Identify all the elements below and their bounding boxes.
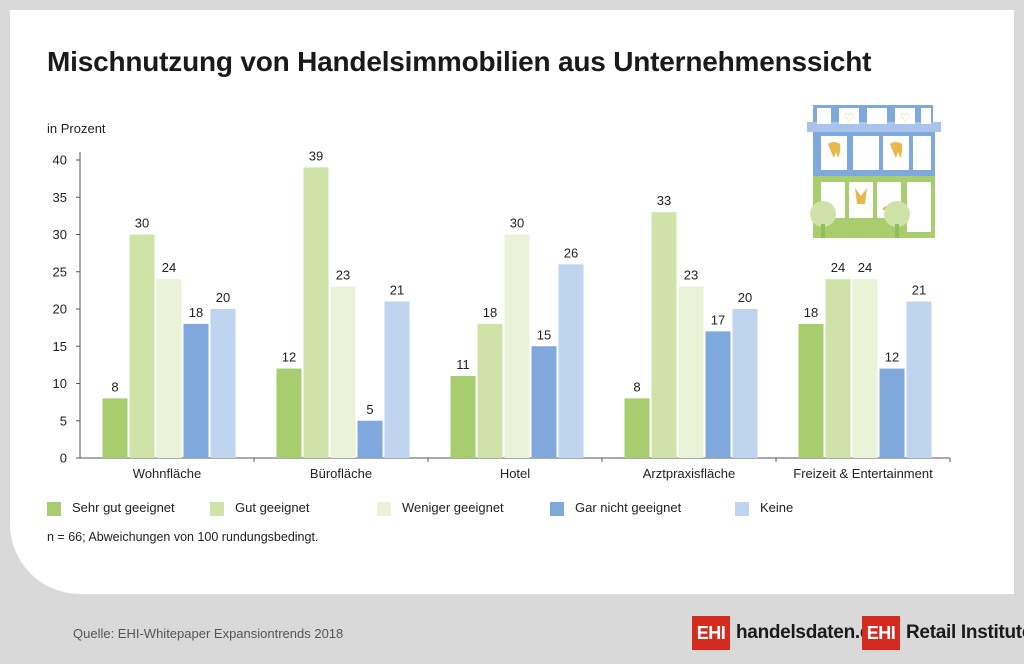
x-tick-label: Hotel: [500, 466, 530, 481]
bar: [798, 323, 824, 458]
tree-icon: [810, 201, 836, 227]
bar: [558, 264, 584, 458]
bar: [705, 331, 731, 458]
bar: [129, 234, 155, 458]
data-label: 5: [366, 402, 373, 417]
source-note: Quelle: EHI-Whitepaper Expansiontrends 2…: [73, 626, 344, 641]
bar: [303, 167, 329, 458]
door: [907, 182, 931, 232]
legend-label: Weniger geeignet: [402, 500, 504, 515]
bar: [651, 212, 677, 458]
ehi-logo-box: EHI: [692, 616, 730, 650]
tooth-icon: [828, 142, 841, 158]
dress-icon: [855, 188, 867, 204]
data-label: 8: [111, 379, 118, 394]
bar: [477, 323, 503, 458]
x-tick-label: Wohnfläche: [133, 466, 201, 481]
bar: [531, 346, 557, 458]
bar: [624, 398, 650, 458]
data-label: 15: [537, 327, 551, 342]
data-label: 11: [456, 357, 470, 372]
data-label: 12: [885, 350, 899, 365]
legend-swatch: [550, 502, 564, 516]
data-label: 23: [336, 268, 350, 283]
data-label: 17: [711, 312, 725, 327]
data-label: 18: [189, 305, 203, 320]
heart-icon: ♡: [900, 111, 910, 124]
tooth-icon: [890, 142, 903, 158]
y-tick-label: 30: [53, 227, 67, 242]
data-label: 18: [804, 305, 818, 320]
retail-institute-name: Retail Institute: [906, 622, 1024, 643]
data-label: 24: [858, 260, 872, 275]
bar: [276, 368, 302, 458]
bar: [906, 301, 932, 458]
bar: [210, 309, 236, 458]
x-tick-label: Freizeit & Entertainment: [793, 466, 933, 481]
x-tick-label: Arztpraxisfläche: [643, 466, 735, 481]
bar: [678, 286, 704, 458]
ehi-logo-box: EHI: [862, 616, 900, 650]
y-tick-label: 35: [53, 190, 67, 205]
data-label: 21: [390, 283, 404, 298]
data-label: 23: [684, 268, 698, 283]
page-title: Mischnutzung von Handelsimmobilien aus U…: [47, 46, 872, 77]
footnote: n = 66; Abweichungen von 100 rundungsbed…: [47, 530, 319, 544]
bar-chart: 0 5 10 15 20 25 30 35 40 8 30 24 18 20 Wohnfläche 12 39 2…: [53, 148, 951, 481]
handelsdaten-logo-text: handelsdaten.de: [736, 622, 882, 643]
data-label: 30: [510, 216, 524, 231]
legend-label: Gut geeignet: [235, 500, 310, 515]
x-tick-label: Bürofläche: [310, 466, 372, 481]
legend-swatch: [735, 502, 749, 516]
bar: [450, 376, 476, 458]
y-tick-label: 5: [60, 413, 67, 428]
tree-icon: [884, 201, 910, 227]
data-label: 8: [633, 379, 640, 394]
unit-label: in Prozent: [47, 121, 106, 136]
roof-edge: [807, 122, 941, 132]
y-tick-label: 25: [53, 264, 67, 279]
y-tick-label: 20: [53, 302, 67, 317]
bar: [879, 368, 905, 458]
bar: [852, 279, 878, 458]
data-label: 12: [282, 350, 296, 365]
data-label: 20: [738, 290, 752, 305]
shop-building-icon: ♡ ♡: [807, 105, 941, 238]
legend-swatch: [377, 502, 391, 516]
bar: [102, 398, 128, 458]
y-tick-label: 40: [53, 153, 67, 168]
data-label: 33: [657, 193, 671, 208]
y-tick-label: 0: [60, 451, 67, 466]
bar: [732, 309, 758, 458]
data-label: 26: [564, 245, 578, 260]
legend-label: Gar nicht geeignet: [575, 500, 682, 515]
legend-swatch: [47, 502, 61, 516]
legend-label: Sehr gut geeignet: [72, 500, 175, 515]
legend-swatch: [210, 502, 224, 516]
data-label: 21: [912, 283, 926, 298]
data-label: 30: [135, 216, 149, 231]
legend-label: Keine: [760, 500, 794, 515]
heart-icon: ♡: [844, 111, 854, 124]
bar: [156, 279, 182, 458]
bar: [384, 301, 410, 458]
data-label: 39: [309, 148, 323, 163]
data-label: 24: [162, 260, 176, 275]
bar: [504, 234, 530, 458]
bar: [357, 420, 383, 458]
retail-institute-logo-text: Retail Institute®: [906, 622, 1024, 644]
bar: [183, 323, 209, 458]
bar: [330, 286, 356, 458]
y-tick-label: 15: [53, 339, 67, 354]
data-label: 18: [483, 305, 497, 320]
y-tick-label: 10: [53, 376, 67, 391]
data-label: 20: [216, 290, 230, 305]
data-label: 24: [831, 260, 845, 275]
bar: [825, 279, 851, 458]
